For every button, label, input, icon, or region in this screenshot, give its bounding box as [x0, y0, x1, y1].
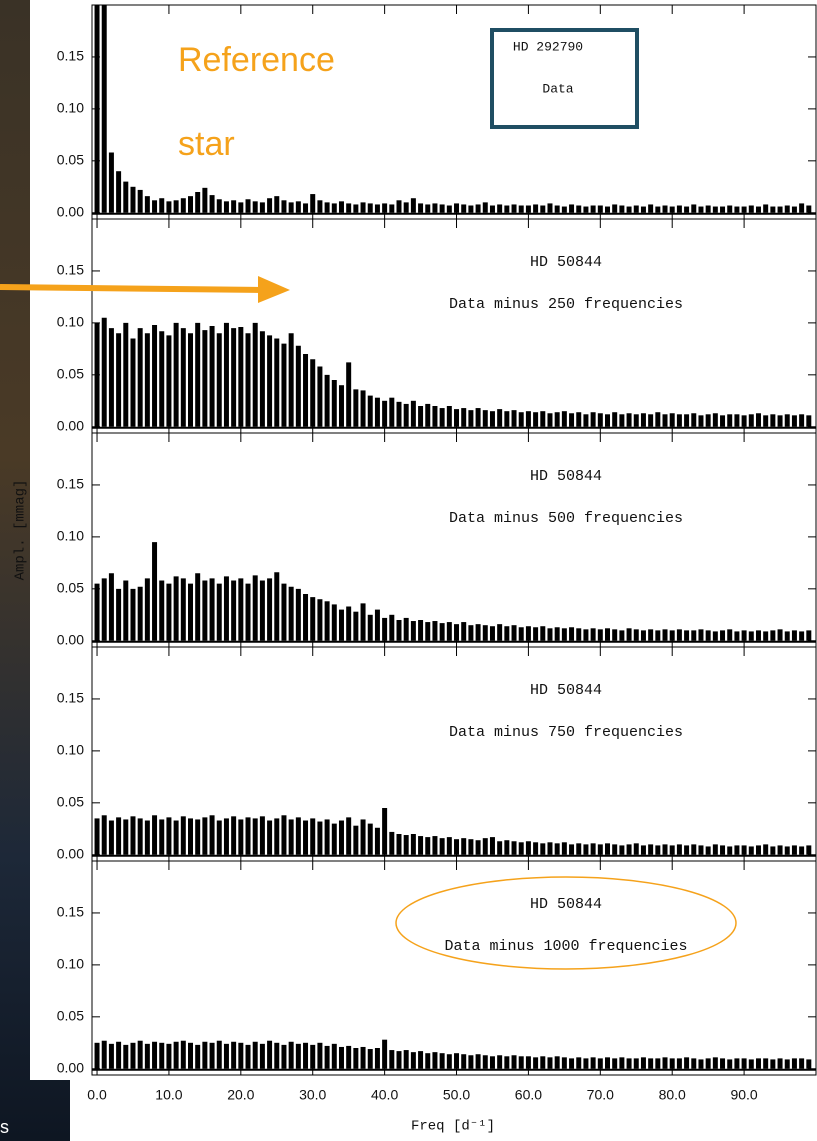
x-tick-label: 60.0	[515, 1087, 542, 1103]
x-tick-label: 0.0	[87, 1087, 107, 1103]
y-tick-label: 0.05	[57, 1008, 84, 1024]
y-tick-label: 0.10	[57, 314, 84, 330]
panel-frame	[91, 432, 817, 648]
panel-subtitle: Data minus 500 frequencies	[449, 510, 683, 527]
x-axis-label: Freq [d⁻¹]	[411, 1119, 495, 1135]
callout-text: star	[178, 125, 235, 163]
y-tick-label: 0.00	[57, 1059, 84, 1075]
y-tick-label: 0.05	[57, 366, 84, 382]
callout-text: Reference	[178, 41, 335, 79]
panel-frame	[91, 218, 817, 434]
highlight-box	[490, 28, 639, 129]
panel-title: HD 50844	[530, 254, 602, 271]
arrow-shaft	[0, 284, 263, 293]
x-tick-label: 70.0	[587, 1087, 614, 1103]
corner-text: s	[0, 1117, 9, 1137]
panel-subtitle: Data minus 250 frequencies	[449, 296, 683, 313]
y-tick-label: 0.00	[57, 417, 84, 433]
y-tick-label: 0.15	[57, 904, 84, 920]
plots: 0.00 0.05 0.10 0.15 HD 292790 Data 0.00 0.05 0.1…	[57, 4, 817, 1103]
panel-title: HD 292790	[513, 39, 583, 54]
arrow-head	[258, 276, 290, 303]
panel-frame	[91, 646, 817, 862]
panel-subtitle: Data minus 750 frequencies	[449, 724, 683, 741]
y-tick-label: 0.05	[57, 152, 84, 168]
panel-title: HD 50844	[530, 896, 602, 913]
x-tick-label: 30.0	[299, 1087, 326, 1103]
panel-title: HD 50844	[530, 682, 602, 699]
panel-frame	[91, 4, 817, 220]
panel-title: HD 50844	[530, 468, 602, 485]
x-tick-label: 20.0	[227, 1087, 254, 1103]
y-tick-label: 0.05	[57, 580, 84, 596]
y-tick-label: 0.10	[57, 956, 84, 972]
y-tick-label: 0.00	[57, 845, 84, 861]
y-tick-label: 0.15	[57, 476, 84, 492]
highlight-ellipse	[395, 876, 737, 970]
x-tick-label: 40.0	[371, 1087, 398, 1103]
x-tick-label: 80.0	[659, 1087, 686, 1103]
y-tick-label: 0.05	[57, 794, 84, 810]
panel-frame	[91, 860, 817, 1076]
y-tick-label: 0.15	[57, 690, 84, 706]
y-axis-label: Ampl. [mmag]	[13, 480, 29, 581]
x-tick-label: 90.0	[730, 1087, 757, 1103]
y-tick-label: 0.00	[57, 631, 84, 647]
y-tick-label: 0.10	[57, 528, 84, 544]
x-tick-label: 50.0	[443, 1087, 470, 1103]
y-tick-label: 0.00	[57, 203, 84, 219]
y-tick-label: 0.15	[57, 262, 84, 278]
panel-subtitle: Data minus 1000 frequencies	[444, 938, 687, 955]
panel-subtitle: Data	[542, 81, 573, 96]
y-tick-label: 0.10	[57, 742, 84, 758]
y-tick-label: 0.15	[57, 48, 84, 64]
y-tick-label: 0.10	[57, 100, 84, 116]
x-tick-label: 10.0	[155, 1087, 182, 1103]
